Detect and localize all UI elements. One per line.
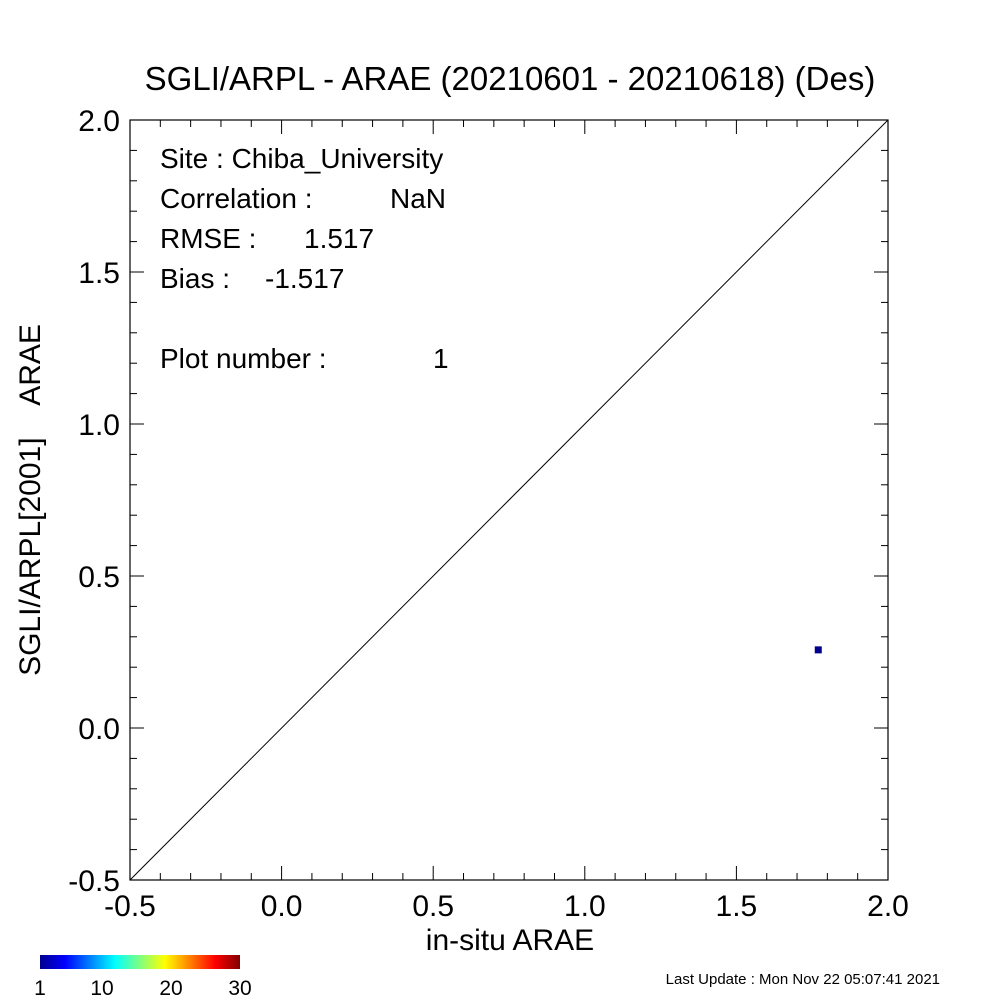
y-tick-label: 1.0: [78, 409, 120, 442]
x-tick-label: 1.5: [716, 890, 758, 923]
x-tick-label: 0.5: [412, 890, 454, 923]
plot-frame: [129, 119, 889, 881]
colorbar-tick-label: 30: [228, 977, 251, 1000]
colorbar-labels: 1 10 20 30: [34, 977, 252, 1000]
y-tick-label: 2.0: [78, 105, 120, 138]
stat-correlation-value: NaN: [390, 183, 446, 214]
colorbar-gradient: [40, 955, 240, 969]
colorbar-tick-label: 20: [159, 977, 182, 1000]
stat-bias-value: -1.517: [265, 263, 344, 294]
points-layer: [814, 646, 822, 654]
y-tick-label: -0.5: [68, 865, 120, 898]
tick-labels-layer: -0.5 0.0 0.5 1.0 1.5 2.0 -0.5 0.0 0.5 1.0 1.5 2.0: [68, 105, 909, 923]
y-tick-label: 0.5: [78, 561, 120, 594]
x-tick-label: 0.0: [261, 890, 303, 923]
colorbar: 1 10 20 30: [34, 955, 252, 1000]
y-tick-label: 1.5: [78, 257, 120, 290]
x-tick-label: -0.5: [104, 890, 156, 923]
one-to-one-line: [129, 119, 889, 881]
x-tick-label: 1.0: [564, 890, 606, 923]
last-update-text: Last Update : Mon Nov 22 05:07:41 2021: [666, 971, 940, 988]
stat-bias-label: Bias :: [160, 263, 230, 294]
stat-site: Site : Chiba_University: [160, 143, 443, 174]
data-point: [814, 646, 822, 654]
y-tick-label: 0.0: [78, 713, 120, 746]
y-axis-title: SGLI/ARPL[2001] ARAE: [14, 324, 47, 676]
x-axis-title: in-situ ARAE: [426, 924, 594, 957]
stat-rmse-value: 1.517: [304, 223, 374, 254]
stat-rmse-label: RMSE :: [160, 223, 256, 254]
colorbar-tick-label: 10: [90, 977, 113, 1000]
stat-plot-number-value: 1: [433, 343, 449, 374]
stat-plot-number-label: Plot number :: [160, 343, 327, 374]
x-tick-label: 2.0: [867, 890, 909, 923]
colorbar-tick-label: 1: [34, 977, 46, 1000]
stats-box: Site : Chiba_University Correlation : Na…: [160, 143, 449, 374]
stat-correlation-label: Correlation :: [160, 183, 313, 214]
chart-title: SGLI/ARPL - ARAE (20210601 - 20210618) (…: [145, 60, 876, 97]
